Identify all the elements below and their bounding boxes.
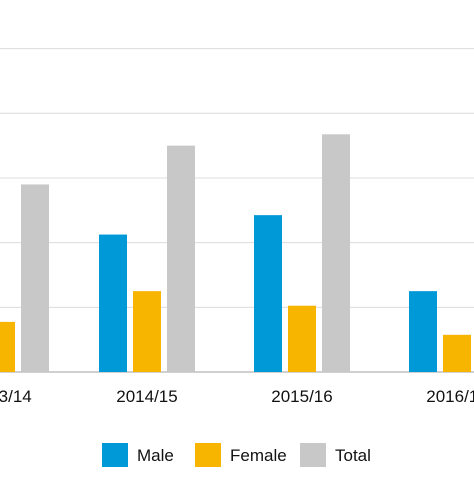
- legend-label-male: Male: [137, 446, 174, 465]
- bar-total-2: [322, 134, 350, 372]
- legend-label-total: Total: [335, 446, 371, 465]
- bars: [0, 134, 471, 372]
- bar-female-3: [443, 334, 471, 372]
- bar-female-0: [0, 321, 15, 372]
- x-tick-label: 2014/15: [116, 387, 177, 406]
- legend: Male Female Total: [102, 443, 371, 467]
- bar-total-1: [167, 145, 195, 372]
- legend-swatch-total: [300, 443, 326, 467]
- bar-male-2: [254, 215, 282, 372]
- bar-male-3: [409, 291, 437, 372]
- bar-female-1: [133, 291, 161, 372]
- legend-swatch-female: [195, 443, 221, 467]
- gridlines: [0, 48, 474, 373]
- bar-total-0: [21, 184, 49, 372]
- x-axis: 2013/14 2014/15 2015/16 2016/17: [0, 387, 474, 406]
- x-tick-label: 2013/14: [0, 387, 32, 406]
- legend-label-female: Female: [230, 446, 287, 465]
- x-tick-label: 2015/16: [271, 387, 332, 406]
- legend-swatch-male: [102, 443, 128, 467]
- bar-female-2: [288, 305, 316, 372]
- x-tick-label: 2016/17: [426, 387, 474, 406]
- bar-male-1: [99, 234, 127, 372]
